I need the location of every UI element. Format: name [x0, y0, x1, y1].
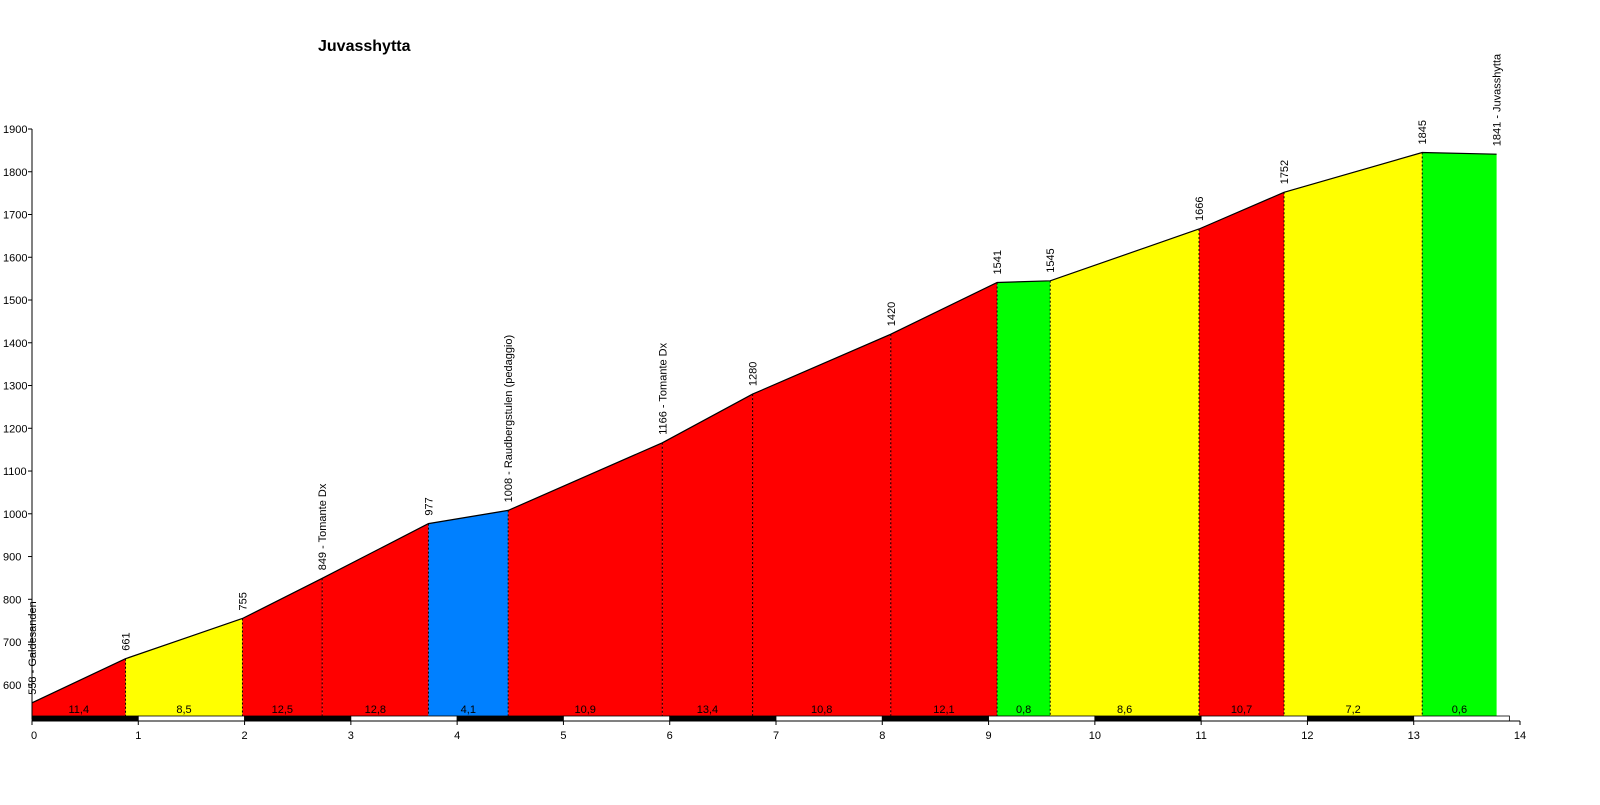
segment-gradient-label-8: 12,1: [933, 704, 954, 716]
point-label-7: 1280: [748, 362, 760, 386]
km-band-5: [563, 715, 671, 722]
segment-fill-9: [997, 280, 1051, 719]
km-band-13: [1413, 715, 1510, 722]
point-label-14: 1841 - Juvasshytta: [1492, 53, 1504, 146]
y-tick-label-800: 800: [3, 594, 21, 606]
segment-fill-11: [1199, 192, 1284, 720]
segment-gradient-label-2: 12,5: [272, 704, 293, 716]
x-tick-label-14: 14: [1514, 730, 1526, 742]
segment-gradient-label-7: 10,8: [811, 704, 832, 716]
point-label-10: 1545: [1045, 248, 1057, 272]
km-band-2: [244, 715, 352, 722]
km-band-1: [137, 715, 245, 722]
segment-gradient-label-3: 12,8: [365, 704, 386, 716]
segment-gradient-label-0: 11,4: [68, 704, 89, 716]
x-tick-label-11: 11: [1195, 730, 1206, 742]
y-tick-label-1900: 1900: [3, 124, 27, 136]
x-tick-label-4: 4: [454, 730, 460, 742]
km-band-4: [456, 715, 564, 722]
segment-fill-12: [1284, 152, 1423, 719]
segment-fill-5: [508, 442, 663, 719]
profile-line: [31, 151, 1497, 704]
x-tick-label-1: 1: [135, 730, 141, 742]
y-tick-label-700: 700: [3, 637, 21, 649]
segment-gradient-label-9: 0,8: [1016, 704, 1031, 716]
x-tick-label-2: 2: [242, 730, 248, 742]
point-label-13: 1845: [1417, 120, 1429, 144]
km-band-0: [31, 715, 139, 722]
segment-fill-13: [1422, 152, 1497, 719]
segment-gradient-label-13: 0,6: [1452, 704, 1467, 716]
point-label-1: 661: [121, 632, 133, 650]
point-label-12: 1752: [1279, 160, 1291, 184]
segment-fill-4: [428, 510, 509, 719]
y-tick-label-1500: 1500: [3, 295, 27, 307]
x-tick-label-7: 7: [773, 730, 779, 742]
segment-fill-2: [242, 578, 323, 719]
y-tick-label-600: 600: [3, 680, 21, 692]
km-band-6: [669, 715, 777, 722]
km-band-8: [881, 715, 989, 722]
segment-fill-7: [752, 334, 891, 719]
x-tick-label-8: 8: [879, 730, 885, 742]
point-label-4: 977: [423, 497, 435, 515]
km-band-9: [988, 715, 1096, 722]
y-tick-label-1600: 1600: [3, 252, 27, 264]
y-tick-label-1800: 1800: [3, 167, 27, 179]
x-tick-label-6: 6: [667, 730, 673, 742]
segment-gradient-label-11: 10,7: [1231, 704, 1252, 716]
segment-fill-0: [32, 658, 126, 719]
point-label-5: 1008 - Raudbergstulen (pedaggio): [503, 335, 515, 503]
km-band-3: [350, 715, 458, 722]
x-tick-label-0: 0: [31, 730, 37, 742]
km-band-11: [1200, 715, 1308, 722]
y-tick-label-900: 900: [3, 552, 21, 564]
point-label-6: 1166 - Tomante Dx: [657, 342, 669, 434]
segment-fill-6: [662, 394, 753, 719]
x-tick-label-3: 3: [348, 730, 354, 742]
y-tick-label-1400: 1400: [3, 338, 27, 350]
point-label-3: 849 - Tomante Dx: [317, 483, 329, 570]
y-tick-label-1300: 1300: [3, 381, 27, 393]
y-tick-label-1200: 1200: [3, 423, 27, 435]
x-tick-label-10: 10: [1089, 730, 1101, 742]
point-label-11: 1666: [1194, 197, 1206, 221]
y-tick-label-1000: 1000: [3, 509, 27, 521]
point-label-8: 1420: [886, 302, 898, 326]
y-tick-label-1700: 1700: [3, 210, 27, 222]
km-band-10: [1094, 715, 1202, 722]
x-tick-label-9: 9: [986, 730, 992, 742]
segment-gradient-label-5: 10,9: [575, 704, 596, 716]
km-band-12: [1307, 715, 1415, 722]
y-tick-label-1100: 1100: [3, 466, 27, 478]
segment-gradient-label-6: 13,4: [697, 704, 718, 716]
segment-gradient-label-4: 4,1: [461, 704, 476, 716]
segment-fill-3: [322, 523, 429, 719]
segment-fill-8: [890, 282, 998, 719]
x-tick-label-12: 12: [1301, 730, 1313, 742]
km-band-7: [775, 715, 883, 722]
segment-gradient-label-10: 8,6: [1117, 704, 1132, 716]
x-tick-label-13: 13: [1408, 730, 1420, 742]
segment-fill-1: [125, 618, 243, 719]
segment-gradient-label-12: 7,2: [1345, 704, 1360, 716]
point-label-2: 755: [237, 592, 249, 610]
x-tick-label-5: 5: [560, 730, 566, 742]
point-label-0: 558 - Galdesanden: [27, 601, 39, 695]
segment-fill-10: [1050, 229, 1199, 719]
point-label-9: 1541: [992, 250, 1004, 274]
segment-gradient-label-1: 8,5: [176, 704, 191, 716]
chart-title: Juvasshytta: [318, 38, 411, 55]
